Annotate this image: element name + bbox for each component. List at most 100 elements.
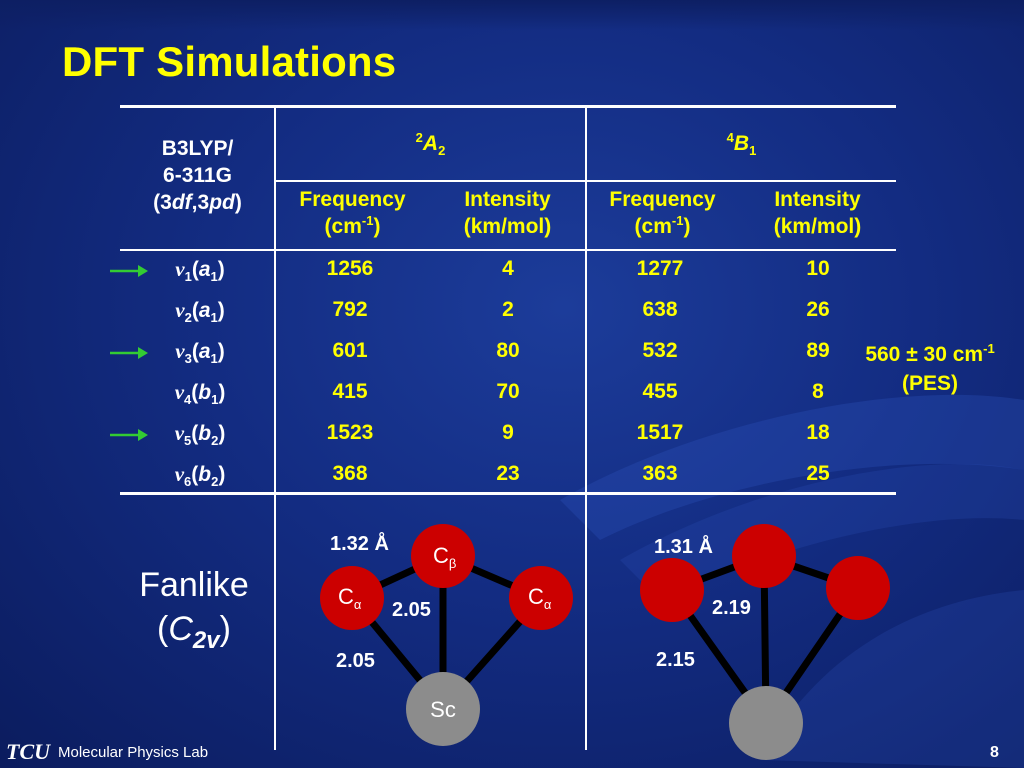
green-arrow-icon: [110, 347, 148, 359]
atom-bottom-right: [729, 686, 803, 760]
col-header-title: Intensity: [464, 188, 551, 211]
table-cell: 18: [806, 421, 830, 444]
table-cell: 368: [332, 462, 368, 485]
col-header-unit: (km/mol): [463, 215, 552, 238]
table-bottom-rule: [120, 492, 896, 495]
bond-length-top-left: 1.32 Å: [330, 531, 389, 555]
svg-text:TCU: TCU: [6, 739, 51, 764]
state-b1-sub: 1: [749, 143, 757, 159]
slide-title: DFT Simulations: [62, 38, 397, 85]
method-line-3: (3df,3pd): [153, 191, 242, 214]
structure-label-name: Fanlike: [139, 566, 249, 604]
table-cell: 601: [332, 339, 368, 362]
mode-index: 1: [184, 269, 192, 285]
paren-close: ): [219, 610, 231, 648]
unit-text: (cm: [634, 215, 672, 238]
symmetry-letter: C: [168, 610, 193, 648]
atom-c-alpha-left: [320, 566, 384, 630]
mode-irrep-sub: 1: [210, 310, 218, 326]
table-cell: 2: [502, 298, 514, 321]
state-header-a2: 2A2: [276, 130, 585, 157]
table-cell: 532: [642, 339, 678, 362]
method-header: B3LYP/ 6-311G (3df,3pd): [120, 135, 275, 216]
pes-value: 560 ± 30 cm: [865, 343, 984, 366]
mode-symbol: v: [174, 421, 185, 445]
mode-irrep: a: [198, 299, 211, 322]
table-cell: 70: [496, 380, 520, 403]
table-cell: 26: [806, 298, 830, 321]
bond-length-top-right: 1.31 Å: [654, 534, 713, 558]
symmetry-sub-text: 2v: [192, 626, 220, 654]
table-cell: 4: [502, 257, 514, 280]
mode-irrep: b: [198, 381, 212, 404]
unit-end: ): [683, 215, 691, 238]
state-b1-sup: 4: [726, 130, 734, 145]
mode-irrep-sub: 1: [210, 269, 218, 285]
header-bottom-rule: [120, 249, 896, 251]
page-number: 8: [990, 744, 999, 761]
mode-irrep: a: [198, 340, 211, 363]
table-cell: 1256: [326, 257, 374, 280]
col-header-unit: (cm-1): [590, 213, 735, 240]
column-divider-1: [274, 106, 276, 750]
col-header-title: Intensity: [774, 188, 861, 211]
mode-irrep: b: [198, 463, 212, 486]
table-cell: 89: [806, 339, 830, 362]
atom-right-right: [826, 556, 890, 620]
atom-c-alpha-left-label: Cα: [338, 584, 362, 612]
mode-symbol: v: [174, 380, 185, 404]
method-line-2: 6-311G: [163, 164, 232, 187]
tcu-logo: TCU: [6, 739, 51, 764]
atom-left-right: [640, 558, 704, 622]
unit-text: (cm: [324, 215, 362, 238]
atom-sc-label: Sc: [430, 697, 456, 722]
mode-label: v4(b1): [174, 380, 226, 408]
table-cell: 80: [496, 339, 520, 362]
mode-label: v2(a1): [175, 298, 225, 326]
table-cell: 455: [642, 380, 678, 403]
col-header-title: Frequency: [609, 188, 716, 211]
state-b1-label: B: [733, 132, 750, 155]
symmetry-sub: 2v: [193, 627, 220, 654]
green-arrow-icon: [110, 429, 148, 441]
table-cell: 1277: [636, 257, 684, 280]
table-cell: 23: [496, 462, 520, 485]
atom-top-right: [732, 524, 796, 588]
structure-label-symmetry: (C2v): [124, 607, 264, 654]
bond-length-mid-left: 2.05: [392, 599, 431, 621]
table-cell: 638: [642, 298, 678, 321]
mode-index: 6: [184, 474, 192, 490]
structure-label: Fanlike (C2v): [124, 563, 264, 654]
mode-symbol: v: [175, 298, 185, 322]
table-cell: 1517: [636, 421, 684, 444]
table-cell: 25: [806, 462, 830, 485]
mode-index: 2: [184, 310, 192, 326]
atom-sc: [406, 672, 480, 746]
col-header-unit: (cm-1): [280, 213, 425, 240]
table-cell: 9: [502, 421, 514, 444]
mode-irrep-sub: 2: [211, 474, 219, 490]
col-header-frequency-a2: Frequency (cm-1): [280, 186, 425, 240]
atom-c-alpha-right: [509, 566, 573, 630]
state-a2-sup: 2: [415, 130, 423, 145]
mode-index: 4: [184, 392, 192, 408]
footer-lab-name: Molecular Physics Lab: [58, 744, 209, 761]
state-a2-sub: 2: [438, 143, 446, 159]
unit-end: ): [373, 215, 381, 238]
pes-sup: -1: [983, 341, 995, 356]
table-top-rule: [120, 105, 896, 108]
col-header-unit: (km/mol): [773, 215, 862, 238]
method-line-1: B3LYP/: [161, 137, 234, 160]
table-cell: 792: [332, 298, 368, 321]
mode-label: v3(a1): [175, 339, 225, 367]
column-divider-2: [585, 106, 587, 750]
atom-c-alpha-right-label: Cα: [528, 584, 552, 612]
paren-open: (: [157, 610, 169, 648]
pes-line-1: 560 ± 30 cm-1: [845, 340, 1015, 369]
col-header-intensity-a2: Intensity (km/mol): [440, 186, 575, 240]
col-header-title: Frequency: [299, 188, 406, 211]
table-cell: 10: [806, 257, 830, 280]
mode-irrep: b: [198, 422, 212, 445]
mode-irrep: a: [198, 258, 211, 281]
